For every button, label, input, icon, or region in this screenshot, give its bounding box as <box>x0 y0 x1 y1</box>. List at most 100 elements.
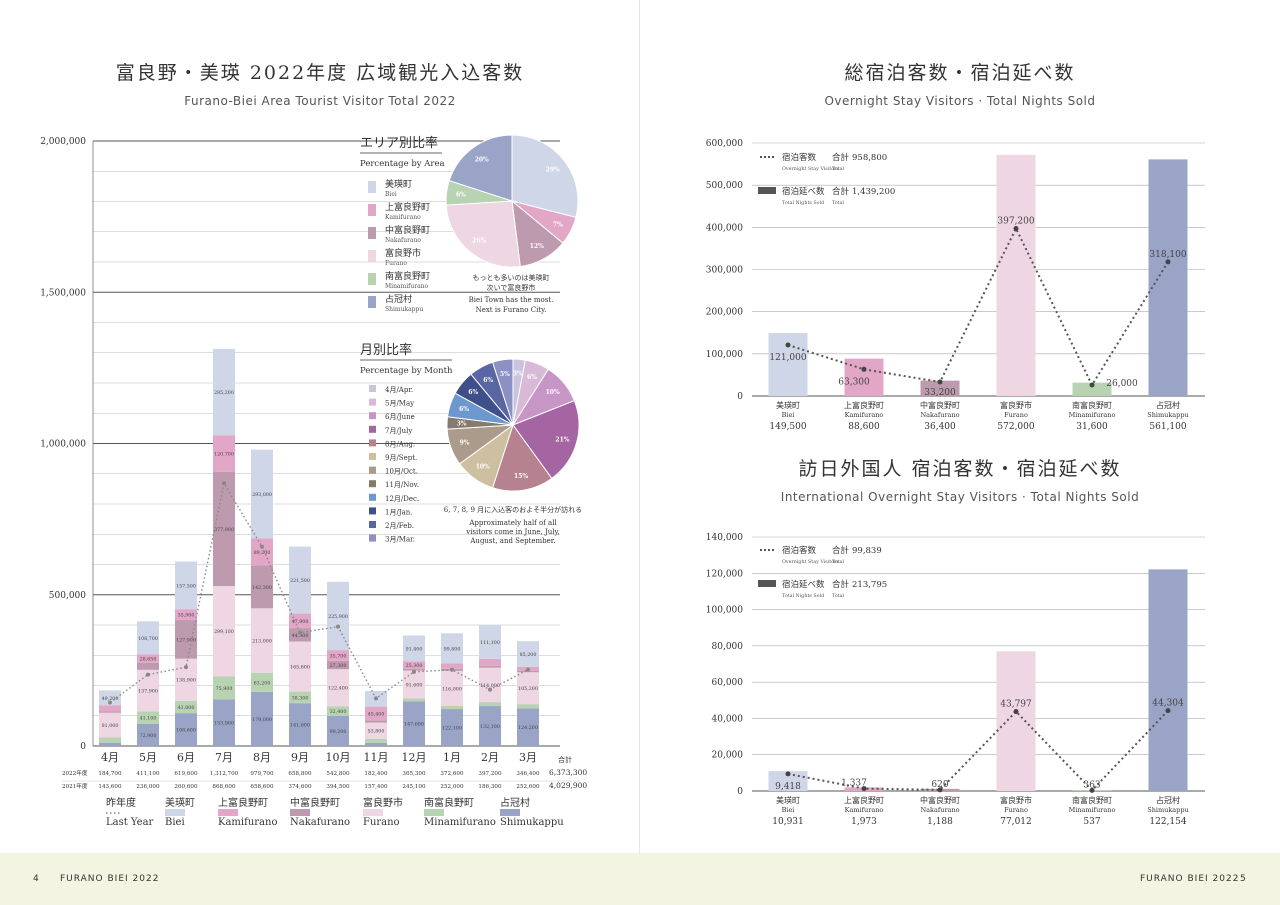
visitor-stacked-chart: 0 500,000 1,000,000 1,500,000 2,000,000 81,00… <box>40 134 587 828</box>
last-year-point <box>260 544 264 549</box>
overnight-visitors-label: 63,300 <box>838 377 870 387</box>
month-legend-label: 2月/Feb. <box>385 522 414 530</box>
month-legend-label: 9月/Sept. <box>385 454 417 462</box>
overnight-bar <box>1148 159 1188 396</box>
last-year-point <box>222 481 226 486</box>
month-pie-subtitle: Percentage by Month <box>360 366 453 376</box>
bar-segment-minamifurano <box>213 676 235 700</box>
month-legend-label: 11月/Nov. <box>385 481 419 489</box>
overnight-bar <box>1072 382 1112 396</box>
overnight-charts: 0 100,000 200,000 300,000 400,000 500,000 600,… <box>706 139 1205 827</box>
bar-segment-nakafurano <box>251 565 273 609</box>
month-pie-note-en: August, and September. <box>469 537 555 545</box>
overnight-visitors-label: 33,200 <box>924 388 956 398</box>
overnight-legend-nights-total: 1,439,200 <box>852 187 895 197</box>
area-legend-label-en: Furano <box>385 260 407 267</box>
month-pie-note-jp: 6, 7, 8, 9 月に入込客のおよそ半分が訪れる <box>444 505 582 514</box>
y-tick-label: 500,000 <box>49 591 86 601</box>
bar-value-label: 99,800 <box>444 646 461 652</box>
legend-swatch <box>165 809 185 816</box>
month-legend-swatch <box>369 493 376 501</box>
intl-x-label-en: Nakafurano <box>920 806 959 814</box>
page-divider <box>639 0 640 853</box>
intl-legend-nights-total-label: 合計 <box>832 579 850 590</box>
intl-nights-value: 122,154 <box>1149 817 1186 827</box>
bar-segment-nakafurano <box>137 662 159 670</box>
intl-visitors-label: 43,797 <box>1000 700 1032 710</box>
bar-segment-shimukappu <box>479 706 501 746</box>
overnight-visitors-point <box>1089 382 1095 388</box>
intl-y-tick-label: 40,000 <box>712 714 744 724</box>
month-pie-percent-label: 15% <box>514 473 528 480</box>
area-pie-slice <box>448 134 513 202</box>
intl-legend-nights-total: 213,795 <box>852 580 887 590</box>
total-2021-label: 143,600 <box>98 784 122 790</box>
month-legend-swatch <box>369 453 376 460</box>
overnight-x-label-jp: 中富良野町 <box>920 400 960 410</box>
intl-bar <box>1148 569 1188 791</box>
intl-x-label-jp: 上富良野町 <box>844 795 884 805</box>
month-pie-percent-label: 6% <box>527 374 537 381</box>
row-2021-label: 2021年度 <box>62 782 88 790</box>
bar-segment-biei <box>137 621 159 655</box>
month-pie-note-en: visitors come in June, July, <box>465 528 560 536</box>
area-legend-swatch <box>368 181 376 193</box>
bar-value-label: 41,000 <box>178 705 195 711</box>
bar-value-label: 99,200 <box>330 729 347 735</box>
bar-value-label: 116,000 <box>442 686 462 692</box>
intl-legend-nights-en: Total Nights Sold <box>782 593 824 599</box>
bar-value-label: 53,800 <box>368 729 385 735</box>
last-year-point <box>450 667 454 672</box>
left-footer-text: FURANO BIEI 2022 <box>60 874 160 884</box>
bar-segment-biei <box>517 641 539 667</box>
bar-value-label: 75,900 <box>216 686 233 692</box>
total-2022-label: 411,100 <box>136 771 160 777</box>
total-2022-label: 372,600 <box>440 771 464 777</box>
bar-segment-shimukappu <box>441 709 463 746</box>
total-label: 合計 <box>558 755 572 764</box>
area-legend-label-jp: 富良野市 <box>385 247 421 259</box>
month-pie-slice <box>491 423 553 492</box>
y-tick-label: 2,000,000 <box>40 137 86 147</box>
total-2022-label: 979,700 <box>250 771 274 777</box>
month-legend-swatch <box>369 507 376 515</box>
overnight-x-label-en: Nakafurano <box>920 411 959 419</box>
overnight-x-label-en: Minamifurano <box>1069 411 1116 419</box>
bar-segment-nakafurano <box>403 668 425 671</box>
total-2021-label: 394,500 <box>326 784 350 790</box>
intl-nights-value: 1,188 <box>927 817 953 827</box>
month-pie-percent-label: 9% <box>460 439 470 446</box>
overnight-legend-visitors-total-label: 合計 <box>832 152 850 163</box>
bar-segment-furano <box>365 722 387 739</box>
bar-segment-furano <box>517 672 539 705</box>
bar-value-label: 124,200 <box>518 725 538 731</box>
bar-value-label: 142,300 <box>252 585 272 591</box>
area-legend-label-jp: 南富良野町 <box>385 270 430 282</box>
last-year-point <box>488 687 492 692</box>
intl-visitors-line <box>787 709 1169 792</box>
bar-segment-furano <box>99 712 121 738</box>
left-title: 富良野・美瑛 2022年度 広域観光入込客数 <box>115 62 525 84</box>
left-page-number: 4 <box>33 874 40 884</box>
intl-nights-value: 10,931 <box>772 817 804 827</box>
bar-value-label: 41,100 <box>140 716 157 722</box>
month-legend-label: 1月/Jan. <box>385 508 413 516</box>
intl-legend-visitors-en-total: Total <box>832 559 845 565</box>
bar-value-label: 122,100 <box>442 726 462 732</box>
overnight-legend-bar-swatch <box>758 187 776 194</box>
overnight-legend-visitors-jp: 宿泊客数 <box>782 152 817 163</box>
bar-segment-shimukappu <box>213 699 235 746</box>
bar-value-label: 72,900 <box>140 733 157 739</box>
total-2021-label: 186,300 <box>478 784 502 790</box>
intl-visitors-point <box>1089 787 1095 793</box>
area-legend-label-en: Shimukappu <box>385 306 423 313</box>
overnight-y-tick-label: 100,000 <box>706 350 743 360</box>
overnight-nights-value: 31,600 <box>1076 422 1108 432</box>
area-pie-slice <box>511 134 579 219</box>
area-pie-note-en: Next is Furano City. <box>476 306 547 314</box>
bar-segment-minamifurano <box>289 691 311 704</box>
bar-value-label: 32,400 <box>330 709 347 715</box>
total-2021-label: 252,000 <box>440 784 464 790</box>
bar-value-label: 45,400 <box>368 711 385 717</box>
total-2022-label: 397,200 <box>478 771 502 777</box>
